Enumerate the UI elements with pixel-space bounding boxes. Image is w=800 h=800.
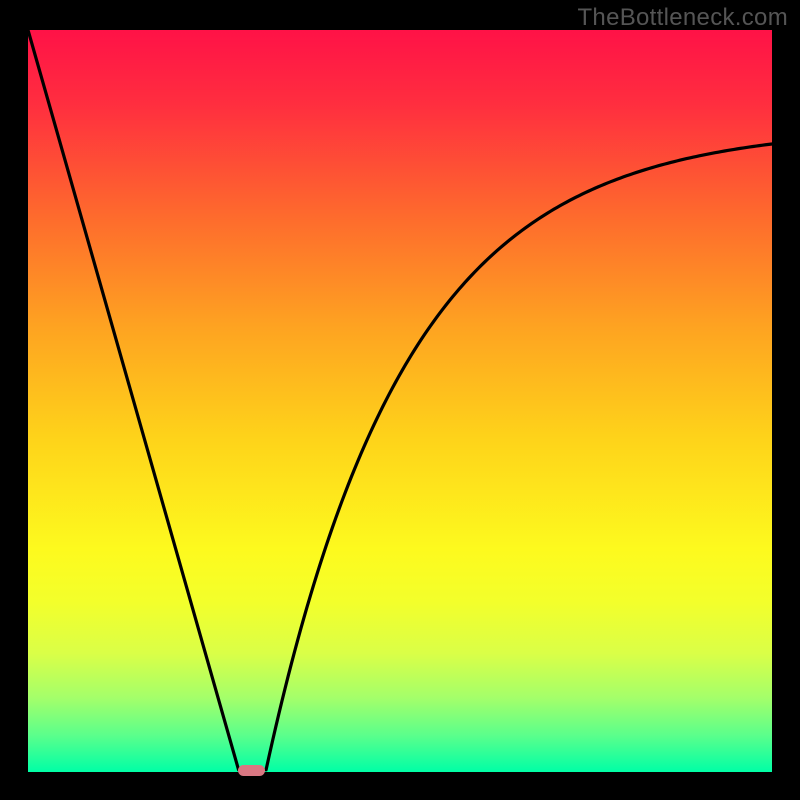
gradient-background bbox=[28, 30, 772, 772]
watermark-text: TheBottleneck.com bbox=[577, 4, 788, 32]
minimum-marker bbox=[238, 765, 265, 776]
plot-area bbox=[28, 30, 772, 772]
chart-root: TheBottleneck.com bbox=[0, 0, 800, 800]
